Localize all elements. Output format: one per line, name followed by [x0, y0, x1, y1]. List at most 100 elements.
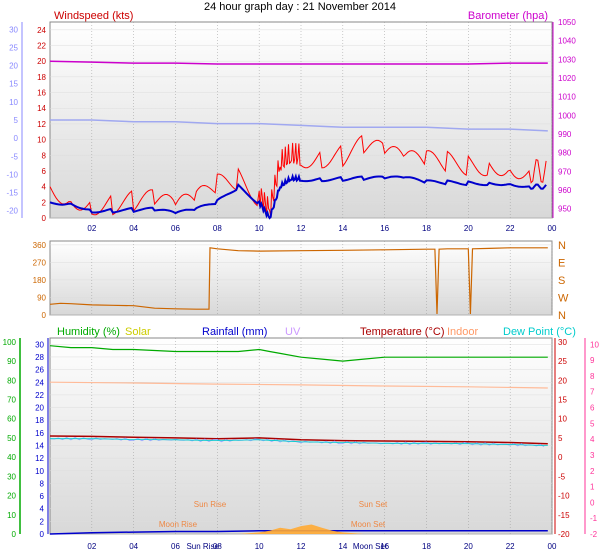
tick-hour: 02 — [87, 542, 96, 551]
tick-hour: 14 — [338, 224, 347, 233]
tick-direction: 180 — [33, 276, 47, 285]
tick-temperature-scale: 30 — [9, 25, 18, 34]
tick-windspeed: 16 — [37, 89, 46, 98]
tick-rainfall: 20 — [35, 404, 44, 413]
tick-rainfall: 30 — [35, 340, 44, 349]
tick-temperature-scale: -10 — [6, 170, 18, 179]
tick-windspeed: 2 — [42, 198, 47, 207]
tick-hour: 08 — [213, 224, 222, 233]
tick-hour: 02 — [87, 224, 96, 233]
tick-windspeed: 18 — [37, 73, 46, 82]
tick-uv: 5 — [590, 419, 595, 428]
tick-hour: 22 — [506, 542, 515, 551]
tick-temperature: -10 — [558, 492, 570, 501]
tick-temperature: -5 — [558, 472, 566, 481]
tick-rainfall: 6 — [40, 492, 45, 501]
tick-uv: 6 — [590, 404, 595, 413]
tick-hour: 12 — [297, 542, 306, 551]
tick-humidity: 60 — [7, 415, 16, 424]
tick-uv: 2 — [590, 467, 595, 476]
tick-direction: 270 — [33, 258, 47, 267]
tick-humidity: 90 — [7, 357, 16, 366]
tick-barometer: 950 — [558, 205, 572, 214]
tick-uv: 3 — [590, 451, 595, 460]
tick-uv: 10 — [590, 340, 599, 349]
panel-wind-bg — [49, 21, 553, 219]
tick-temperature: 5 — [558, 434, 563, 443]
tick-barometer: 960 — [558, 186, 572, 195]
legend-rainfall: Rainfall (mm) — [202, 326, 267, 338]
tick-rainfall: 12 — [35, 454, 44, 463]
tick-barometer: 1030 — [558, 55, 576, 64]
annotation-moon-rise: Moon Rise — [159, 520, 198, 529]
tick-windspeed: 8 — [42, 151, 47, 160]
tick-hour: 22 — [506, 224, 515, 233]
tick-windspeed: 22 — [37, 42, 46, 51]
series-indoor — [49, 381, 548, 389]
panel-direction-grid — [50, 241, 553, 316]
tick-hour: 14 — [338, 542, 347, 551]
tick-rainfall: 26 — [35, 366, 44, 375]
annotation-sun-set: Sun Set — [359, 500, 388, 509]
axis-tick-labels: 024681012141618202224-20-15-10-505101520… — [3, 18, 600, 551]
tick-rainfall: 18 — [35, 416, 44, 425]
tick-rainfall: 0 — [40, 530, 45, 539]
tick-temperature-scale: 20 — [9, 62, 18, 71]
tick-compass: N — [558, 240, 566, 252]
tick-hour: 18 — [422, 542, 431, 551]
series-humidity — [49, 345, 548, 362]
legend-temperature: Temperature (°C) — [360, 326, 444, 338]
tick-hour: 06 — [171, 224, 180, 233]
tick-rainfall: 4 — [40, 505, 45, 514]
tick-uv: 9 — [590, 356, 595, 365]
tick-uv: -1 — [590, 514, 598, 523]
panel-temp-grid — [50, 338, 553, 535]
tick-humidity: 80 — [7, 376, 16, 385]
tick-hour: 10 — [255, 224, 264, 233]
legend-indoor: Indoor — [447, 326, 479, 338]
tick-compass: E — [558, 257, 565, 269]
tick-hour: 12 — [297, 224, 306, 233]
series-windspeed — [49, 134, 547, 217]
tick-barometer: 1020 — [558, 74, 576, 83]
tick-temperature: 10 — [558, 415, 567, 424]
tick-humidity: 100 — [3, 338, 17, 347]
tick-humidity: 50 — [7, 434, 16, 443]
series-wind-average — [49, 173, 547, 220]
tick-temperature: 30 — [558, 338, 567, 347]
tick-temperature-scale: 0 — [14, 134, 19, 143]
tick-hour: 06 — [171, 542, 180, 551]
tick-temperature: 15 — [558, 395, 567, 404]
tick-temperature: -15 — [558, 511, 570, 520]
panel-temp-bg — [49, 337, 553, 535]
chart-title: 24 hour graph day : 21 November 2014 — [204, 1, 396, 13]
tick-hour: 16 — [380, 542, 389, 551]
series-wind-direction — [49, 247, 548, 315]
tick-hour: 00 — [548, 542, 557, 551]
tick-windspeed: 4 — [42, 183, 47, 192]
tick-uv: 7 — [590, 388, 595, 397]
tick-direction: 0 — [42, 311, 47, 320]
tick-humidity: 20 — [7, 492, 16, 501]
series-dewpoint — [49, 437, 545, 448]
tick-compass: S — [558, 275, 565, 287]
series-dewpoint-line — [50, 438, 548, 446]
tick-uv: -2 — [590, 530, 598, 539]
tick-temperature-scale: 10 — [9, 98, 18, 107]
tick-hour: 00 — [548, 224, 557, 233]
tick-uv: 4 — [590, 435, 595, 444]
tick-temperature-scale: 25 — [9, 43, 18, 52]
series-barometer — [49, 60, 548, 65]
annotation-moon-set: Moon Set — [351, 520, 386, 529]
tick-sunrise-marker: Sun Rise — [186, 542, 219, 551]
tick-compass: N — [558, 310, 566, 322]
legend-barometer: Barometer (hpa) — [468, 10, 548, 22]
tick-temperature-scale: -15 — [6, 189, 18, 198]
tick-hour: 16 — [380, 224, 389, 233]
tick-temperature-scale: 5 — [14, 116, 19, 125]
tick-barometer: 1040 — [558, 37, 576, 46]
legend-uv: UV — [285, 326, 301, 338]
tick-windspeed: 0 — [42, 214, 47, 223]
annotation-sun-rise: Sun Rise — [194, 500, 227, 509]
series-temperature — [49, 435, 548, 445]
